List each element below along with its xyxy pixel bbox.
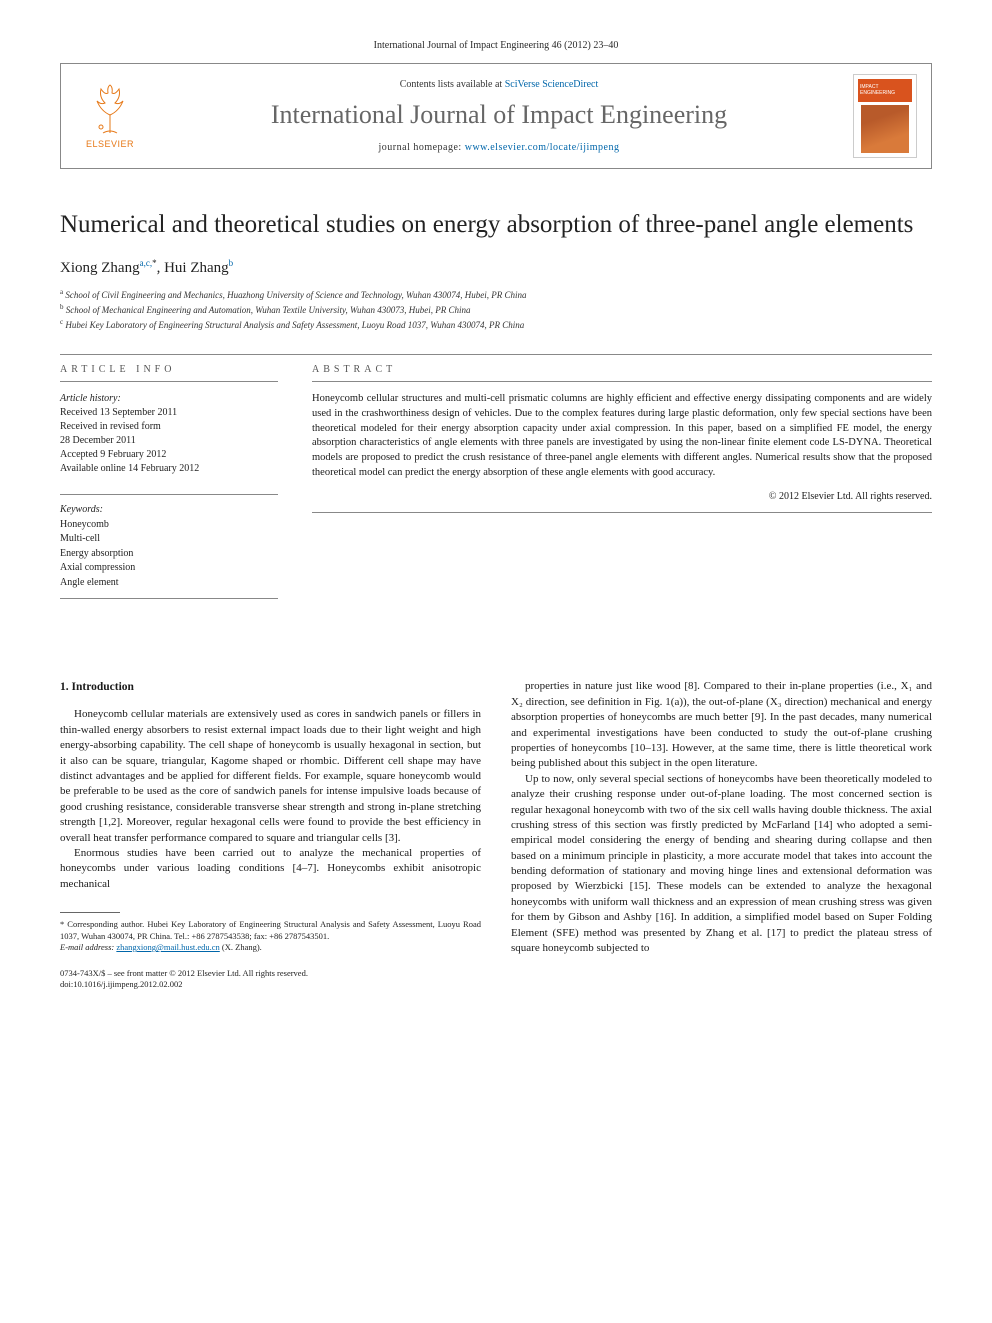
- authors: Xiong Zhanga,c,*, Hui Zhangb: [60, 258, 932, 277]
- journal-name: International Journal of Impact Engineer…: [159, 100, 839, 130]
- body-column-left: 1. Introduction Honeycomb cellular mater…: [60, 679, 481, 990]
- affiliation-b: b School of Mechanical Engineering and A…: [60, 302, 932, 317]
- paragraph-4: Up to now, only several special sections…: [511, 772, 932, 957]
- elsevier-logo: ELSEVIER: [75, 76, 145, 156]
- history-online: Available online 14 February 2012: [60, 462, 278, 476]
- keywords-label: Keywords:: [60, 503, 278, 518]
- contents-available: Contents lists available at SciVerse Sci…: [159, 79, 839, 90]
- affiliation-a: a School of Civil Engineering and Mechan…: [60, 287, 932, 302]
- keyword-3: Axial compression: [60, 561, 278, 576]
- body-column-right: properties in nature just like wood [8].…: [511, 679, 932, 990]
- article-history: Article history: Received 13 September 2…: [60, 392, 278, 476]
- author-1-aff: a,c,: [140, 258, 153, 268]
- keyword-0: Honeycomb: [60, 518, 278, 533]
- keywords-block: Keywords: Honeycomb Multi-cell Energy ab…: [60, 503, 278, 590]
- history-revised: Received in revised form: [60, 420, 278, 434]
- affiliation-c-text: Hubei Key Laboratory of Engineering Stru…: [65, 320, 524, 330]
- keyword-4: Angle element: [60, 576, 278, 591]
- doi-line: doi:10.1016/j.ijimpeng.2012.02.002: [60, 979, 481, 990]
- article-info-label: ARTICLE INFO: [60, 355, 278, 382]
- journal-banner: ELSEVIER Contents lists available at Sci…: [60, 63, 932, 169]
- history-accepted: Accepted 9 February 2012: [60, 448, 278, 462]
- email-line: E-mail address: zhangxiong@mail.hust.edu…: [60, 942, 481, 953]
- homepage-link[interactable]: www.elsevier.com/locate/ijimpeng: [465, 142, 620, 153]
- affiliation-a-text: School of Civil Engineering and Mechanic…: [65, 290, 526, 300]
- banner-center: Contents lists available at SciVerse Sci…: [159, 79, 839, 153]
- homepage-prefix: journal homepage:: [379, 142, 465, 153]
- corr-author-text: * Corresponding author. Hubei Key Labora…: [60, 919, 481, 942]
- elsevier-label: ELSEVIER: [86, 139, 134, 149]
- email-label: E-mail address:: [60, 942, 114, 952]
- email-suffix: (X. Zhang).: [220, 942, 262, 952]
- author-2-aff: b: [229, 258, 234, 268]
- citation-header: International Journal of Impact Engineer…: [60, 40, 932, 51]
- paragraph-3: properties in nature just like wood [8].…: [511, 679, 932, 771]
- footer-block: 0734-743X/$ – see front matter © 2012 El…: [60, 968, 481, 991]
- journal-cover-thumbnail: IMPACT ENGINEERING: [853, 74, 917, 158]
- elsevier-tree-icon: [83, 83, 137, 137]
- email-link[interactable]: zhangxiong@mail.hust.edu.cn: [116, 942, 219, 952]
- abstract-label: ABSTRACT: [312, 355, 932, 382]
- affiliation-b-text: School of Mechanical Engineering and Aut…: [66, 305, 471, 315]
- keywords-divider: [60, 598, 278, 599]
- homepage-line: journal homepage: www.elsevier.com/locat…: [159, 142, 839, 153]
- cover-image: [861, 105, 910, 153]
- keyword-2: Energy absorption: [60, 547, 278, 562]
- history-label: Article history:: [60, 392, 278, 406]
- article-info-column: ARTICLE INFO Article history: Received 1…: [60, 355, 278, 599]
- corresponding-footnote: * Corresponding author. Hubei Key Labora…: [60, 919, 481, 953]
- paragraph-1: Honeycomb cellular materials are extensi…: [60, 707, 481, 846]
- body-columns: 1. Introduction Honeycomb cellular mater…: [60, 679, 932, 990]
- front-matter-line: 0734-743X/$ – see front matter © 2012 El…: [60, 968, 481, 979]
- author-2-name: , Hui Zhang: [157, 260, 229, 276]
- info-abstract-row: ARTICLE INFO Article history: Received 1…: [60, 355, 932, 599]
- section-1-heading: 1. Introduction: [60, 679, 481, 695]
- author-1-name: Xiong Zhang: [60, 260, 140, 276]
- history-received: Received 13 September 2011: [60, 406, 278, 420]
- cover-title-band: IMPACT ENGINEERING: [858, 79, 912, 102]
- affiliation-c: c Hubei Key Laboratory of Engineering St…: [60, 317, 932, 332]
- contents-prefix: Contents lists available at: [400, 79, 505, 90]
- affiliations: a School of Civil Engineering and Mechan…: [60, 287, 932, 332]
- paragraph-2: Enormous studies have been carried out t…: [60, 846, 481, 892]
- abstract-column: ABSTRACT Honeycomb cellular structures a…: [312, 355, 932, 599]
- copyright-line: © 2012 Elsevier Ltd. All rights reserved…: [312, 491, 932, 502]
- footnote-separator: [60, 912, 120, 913]
- abstract-bottom-divider: [312, 512, 932, 513]
- abstract-text: Honeycomb cellular structures and multi-…: [312, 392, 932, 480]
- keyword-1: Multi-cell: [60, 532, 278, 547]
- article-title: Numerical and theoretical studies on ene…: [60, 209, 932, 240]
- history-divider: [60, 494, 278, 495]
- history-revised-date: 28 December 2011: [60, 434, 278, 448]
- sciencedirect-link[interactable]: SciVerse ScienceDirect: [505, 79, 599, 90]
